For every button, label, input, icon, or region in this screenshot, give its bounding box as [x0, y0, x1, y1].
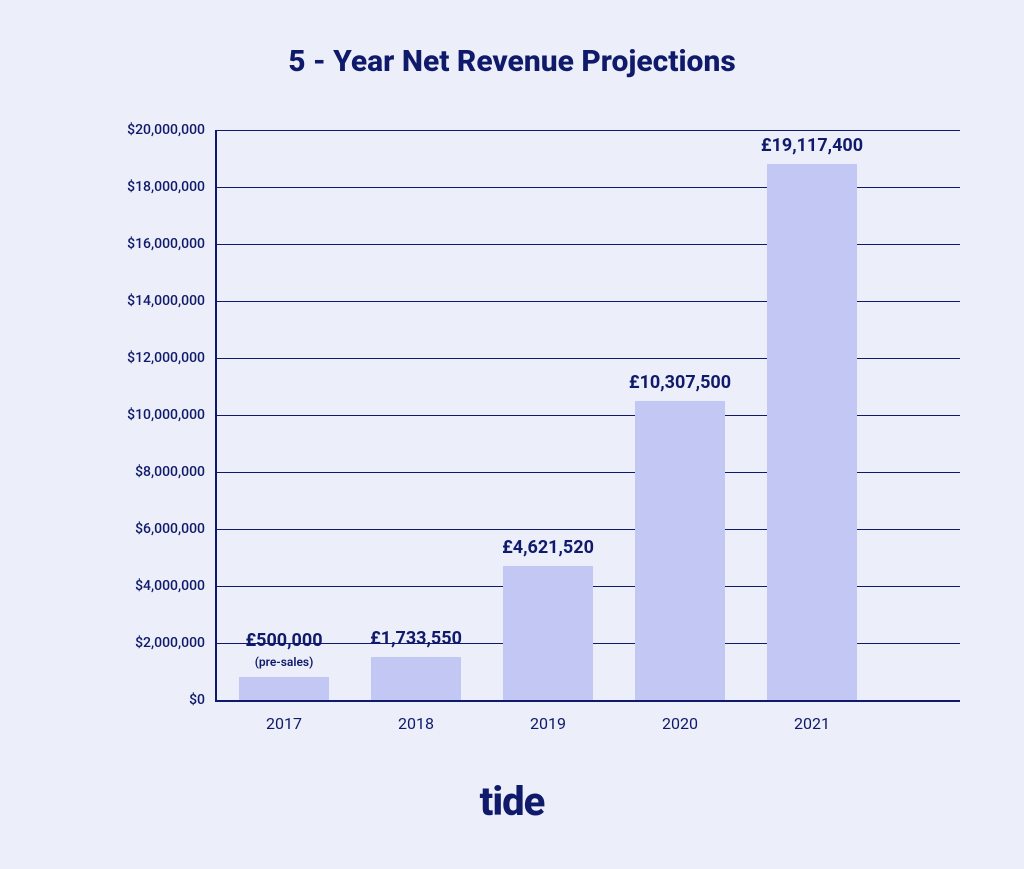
y-tick-label: $12,000,000	[127, 350, 205, 366]
x-tick-label: 2018	[398, 714, 434, 733]
bar	[503, 566, 593, 700]
bar-value-label: £19,117,400	[761, 135, 863, 156]
bar	[239, 677, 329, 700]
chart-title: 5 - Year Net Revenue Projections	[0, 44, 1024, 79]
bar	[371, 657, 461, 700]
y-tick-label: $16,000,000	[127, 236, 205, 252]
gridline	[215, 130, 960, 131]
y-tick-label: $14,000,000	[127, 293, 205, 309]
y-tick-label: $8,000,000	[135, 464, 205, 480]
x-tick-label: 2017	[266, 714, 302, 733]
chart-card: 5 - Year Net Revenue Projections $0$2,00…	[0, 0, 1024, 869]
y-tick-label: $20,000,000	[127, 122, 205, 138]
chart-plot-area: $0$2,000,000$4,000,000$6,000,000$8,000,0…	[215, 130, 905, 700]
bar	[767, 164, 857, 700]
bar	[635, 401, 725, 700]
x-tick-label: 2019	[530, 714, 566, 733]
y-tick-label: $4,000,000	[135, 578, 205, 594]
x-tick-label: 2020	[662, 714, 698, 733]
y-axis-line	[215, 130, 217, 700]
bar-value-label: £1,733,550	[370, 628, 462, 649]
y-tick-label: $2,000,000	[135, 635, 205, 651]
bar-value-label: £10,307,500	[629, 372, 731, 393]
y-tick-label: $6,000,000	[135, 521, 205, 537]
y-tick-label: $0	[189, 692, 205, 708]
x-axis-line	[215, 700, 960, 702]
bar-value-label: £4,621,520	[502, 537, 594, 558]
y-tick-label: $10,000,000	[127, 407, 205, 423]
bar-sub-label: (pre-sales)	[255, 655, 314, 669]
x-tick-label: 2021	[794, 714, 830, 733]
bar-value-label: £500,000	[245, 630, 322, 651]
y-tick-label: $18,000,000	[127, 179, 205, 195]
brand-logo: tide	[0, 778, 1024, 825]
